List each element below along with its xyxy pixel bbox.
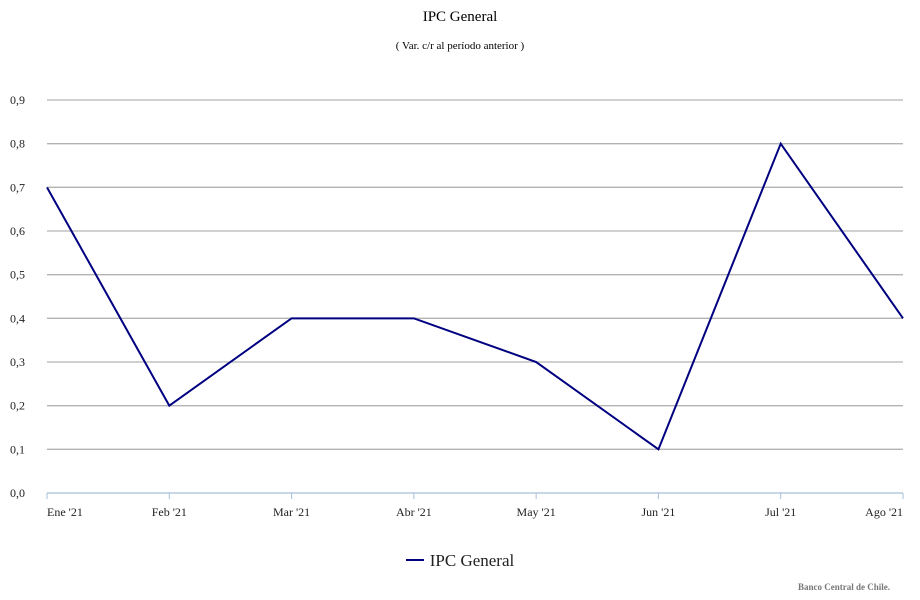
y-tick-label: 0,7 <box>10 180 25 194</box>
source-credit: Banco Central de Chile. <box>798 582 890 592</box>
y-tick-label: 0,4 <box>10 311 25 325</box>
chart-title: IPC General <box>422 9 498 25</box>
line-chart: 0,0 0,1 0,2 0,3 0,4 0,5 0,6 0,7 0,8 0,9 Ene '21 Fe… <box>10 93 904 519</box>
gridlines <box>47 99 903 494</box>
y-tick-label: 0,6 <box>10 224 25 238</box>
series-line-ipc-general <box>46 141 904 451</box>
x-tick-label: Ene '21 <box>47 505 83 519</box>
legend: IPC General <box>0 551 920 571</box>
legend-swatch-ipc-general <box>405 559 424 562</box>
y-tick-label: 0,3 <box>10 355 25 369</box>
chart-subtitle: ( Var. c/r al período anterior ) <box>395 40 525 52</box>
y-tick-label: 0,1 <box>10 442 25 456</box>
x-tick-label: Feb '21 <box>152 505 187 519</box>
x-tick-label: Jun '21 <box>642 505 676 519</box>
x-tick-label: Ago '21 <box>865 505 903 519</box>
x-tick-label: Mar '21 <box>273 505 310 519</box>
series-lines <box>46 141 904 451</box>
y-tick-label: 0,0 <box>10 486 25 500</box>
x-tick-label: Jul '21 <box>765 505 796 519</box>
y-tick-label: 0,9 <box>10 93 25 107</box>
x-tick-label: May '21 <box>517 505 556 519</box>
legend-label-ipc-general: IPC General <box>429 551 515 570</box>
y-tick-label: 0,8 <box>10 137 25 151</box>
y-tick-label: 0,5 <box>10 268 25 282</box>
x-tick-label: Abr '21 <box>396 505 432 519</box>
x-axis-ticks: Ene '21 Feb '21 Mar '21 Abr '21 May '21 Jun '… <box>46 493 904 519</box>
y-axis-ticks: 0,0 0,1 0,2 0,3 0,4 0,5 0,6 0,7 0,8 0,9 <box>10 93 25 500</box>
y-tick-label: 0,2 <box>10 399 25 413</box>
